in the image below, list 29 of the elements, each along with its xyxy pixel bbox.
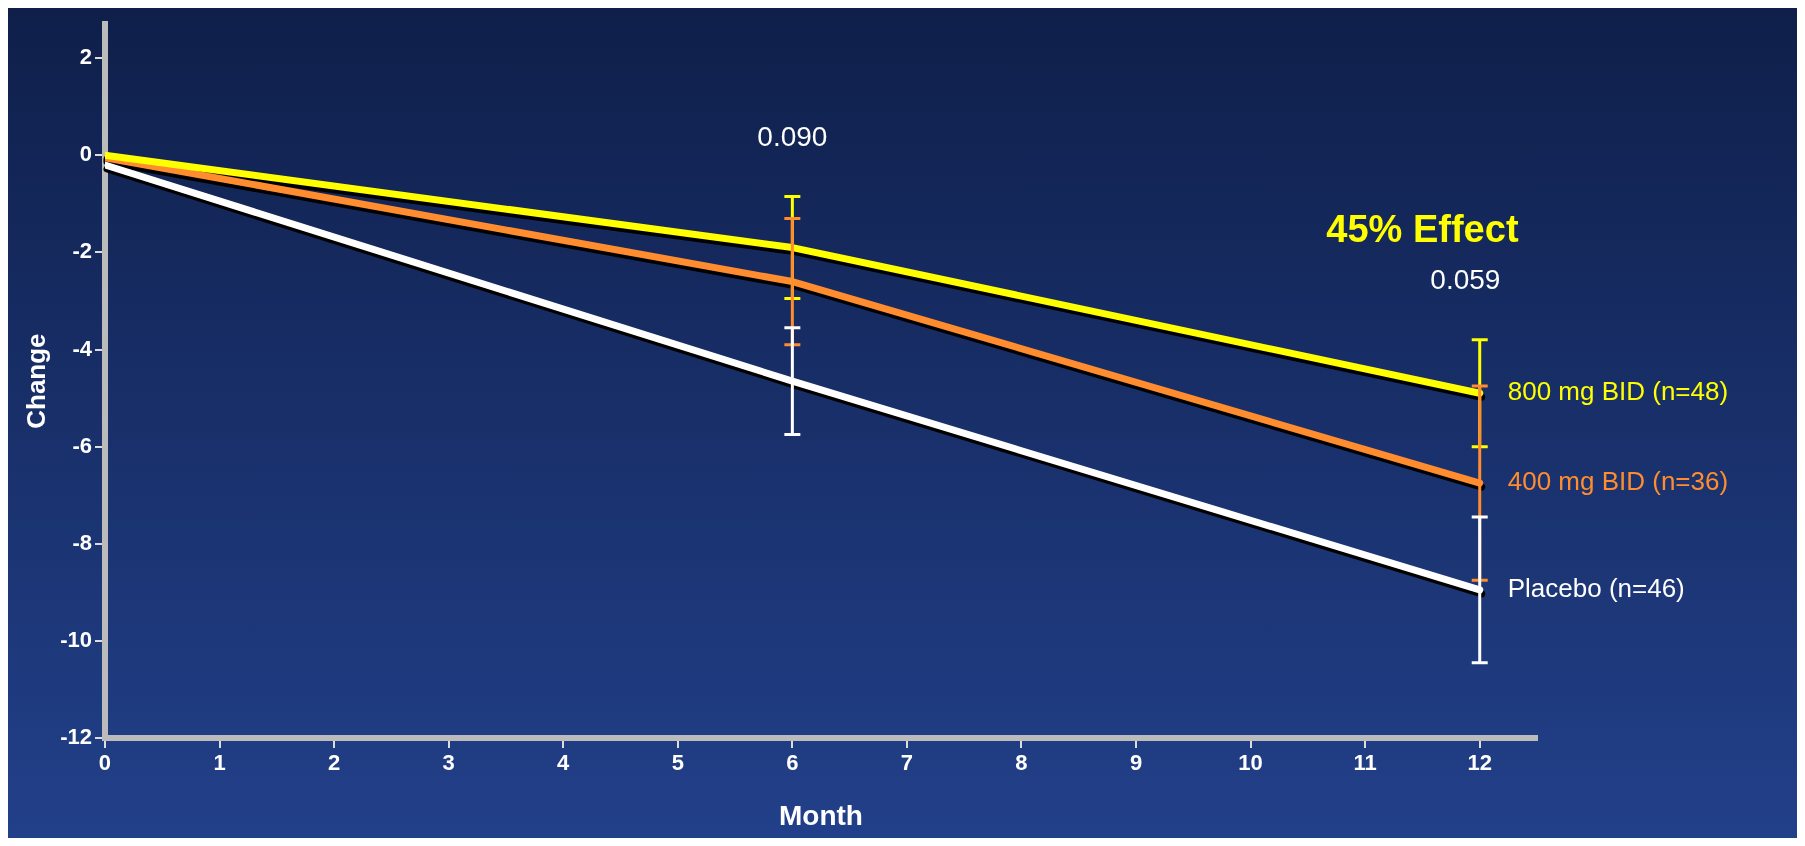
x-tick-label: 4 xyxy=(557,750,571,776)
series-label: 400 mg BID (n=36) xyxy=(1507,466,1729,497)
x-tick-label: 9 xyxy=(1129,750,1143,776)
x-tick-label: 7 xyxy=(900,750,914,776)
x-tick-label: 8 xyxy=(1015,750,1028,776)
y-tick-label: -4 xyxy=(72,335,93,361)
x-tick-label: 1 xyxy=(213,750,226,776)
annotation: 0.090 xyxy=(757,121,828,153)
series-label: 800 mg BID (n=48) xyxy=(1507,376,1729,407)
x-tick-label: 11 xyxy=(1353,750,1377,776)
y-tick-label: -12 xyxy=(60,724,92,750)
y-tick-label: 0 xyxy=(79,141,92,167)
x-tick-label: 2 xyxy=(327,750,341,776)
annotation: 45% Effect xyxy=(1326,207,1519,250)
annotation: 0.059 xyxy=(1430,263,1501,295)
x-tick-label: 3 xyxy=(442,750,455,776)
x-tick-label: 5 xyxy=(671,750,684,776)
x-tick-label: 0 xyxy=(98,750,112,776)
x-tick-label: 10 xyxy=(1238,750,1263,776)
x-axis-title: Month xyxy=(779,799,863,831)
y-axis-title: Change xyxy=(20,333,51,429)
y-tick-label: -10 xyxy=(60,626,92,652)
y-tick-label: -8 xyxy=(72,529,92,555)
y-tick-label: -2 xyxy=(72,238,92,264)
x-tick-label: 12 xyxy=(1467,750,1492,776)
series-label: Placebo (n=46) xyxy=(1507,573,1685,604)
x-tick-label: 6 xyxy=(786,750,799,776)
y-tick-label: -6 xyxy=(72,432,92,458)
y-tick-label: 2 xyxy=(79,44,92,70)
